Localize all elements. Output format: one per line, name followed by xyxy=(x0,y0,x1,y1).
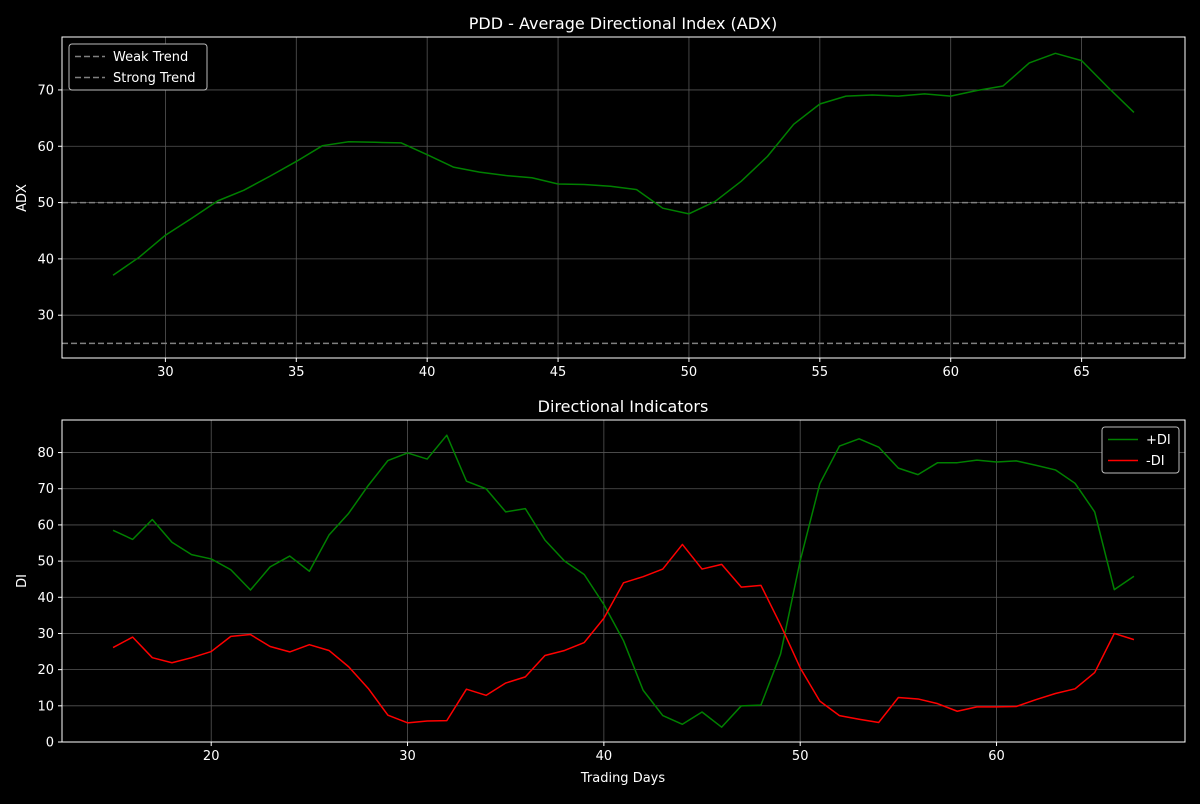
di-y-tick-label: 60 xyxy=(37,518,54,533)
adx-axes-background xyxy=(62,37,1185,358)
di-plot-area: 20 30 40 50 60 0 10 20 30 40 50 60 70 80 xyxy=(37,419,1186,764)
adx-x-tick-label: 60 xyxy=(942,365,959,380)
adx-y-axis-label: ADX xyxy=(15,184,30,212)
adx-y-tick-label: 50 xyxy=(37,196,54,211)
di-y-tick-label: 50 xyxy=(37,555,54,570)
di-x-tick-label: 50 xyxy=(792,749,809,764)
di-series-line-plusminus-di xyxy=(112,434,1135,728)
di-y-tick-label: 40 xyxy=(37,591,54,606)
di-y-tick-label: 10 xyxy=(37,699,54,714)
adx-x-tick-label: 55 xyxy=(812,365,829,380)
adx-x-tick-label: 30 xyxy=(157,365,174,380)
adx-legend-label-strong-trend: Strong Trend xyxy=(113,71,196,86)
di-y-tick-label: 70 xyxy=(37,482,54,497)
di-axes-frame xyxy=(61,419,1186,743)
adx-y-tick-label: 60 xyxy=(37,140,54,155)
adx-x-tick-label: 50 xyxy=(681,365,698,380)
adx-legend-box xyxy=(68,43,208,91)
di-x-axis-label: Trading Days xyxy=(580,771,665,786)
di-x-tick-label: 40 xyxy=(596,749,613,764)
adx-x-tick-label: 45 xyxy=(550,365,567,380)
adx-axes-frame xyxy=(61,36,1186,359)
adx-y-tick-label: 70 xyxy=(37,83,54,98)
adx-legend-label-weak-trend: Weak Trend xyxy=(113,50,188,65)
adx-series-line-adx xyxy=(112,52,1135,276)
di-legend-label-plus-di: +DI xyxy=(1146,433,1171,448)
di-y-axis-label: DI xyxy=(15,574,30,588)
di-y-tick-label: 80 xyxy=(37,446,54,461)
di-legend: +DI -DI xyxy=(1101,426,1180,474)
di-legend-box xyxy=(1101,426,1180,474)
adx-y-tick-label: 30 xyxy=(37,309,54,324)
adx-x-tick-label: 35 xyxy=(288,365,305,380)
adx-x-tick-label: 40 xyxy=(419,365,436,380)
di-x-tick-label: 30 xyxy=(399,749,416,764)
adx-legend: Weak Trend Strong Trend xyxy=(68,43,208,91)
adx-y-tick-label: 40 xyxy=(37,252,54,267)
di-y-tick-label: 30 xyxy=(37,627,54,642)
adx-chart-title: PDD - Average Directional Index (ADX) xyxy=(469,14,777,33)
di-legend-label-minus-di: -DI xyxy=(1146,454,1165,469)
di-series-line-minus-di xyxy=(112,543,1135,724)
adx-x-tick-label: 65 xyxy=(1073,365,1090,380)
di-chart-title: Directional Indicators xyxy=(538,397,709,416)
di-x-tick-label: 20 xyxy=(203,749,220,764)
di-axes-background xyxy=(62,420,1185,742)
di-y-tick-label: 20 xyxy=(37,663,54,678)
adx-plot-area: 30 35 40 45 50 55 60 65 30 40 50 60 70 xyxy=(37,36,1186,380)
di-x-tick-label: 60 xyxy=(988,749,1005,764)
di-panel: Directional Indicators DI Trading Days 2… xyxy=(15,397,1186,786)
adx-panel: PDD - Average Directional Index (ADX) AD… xyxy=(15,14,1186,380)
di-y-tick-label: 0 xyxy=(46,736,54,751)
